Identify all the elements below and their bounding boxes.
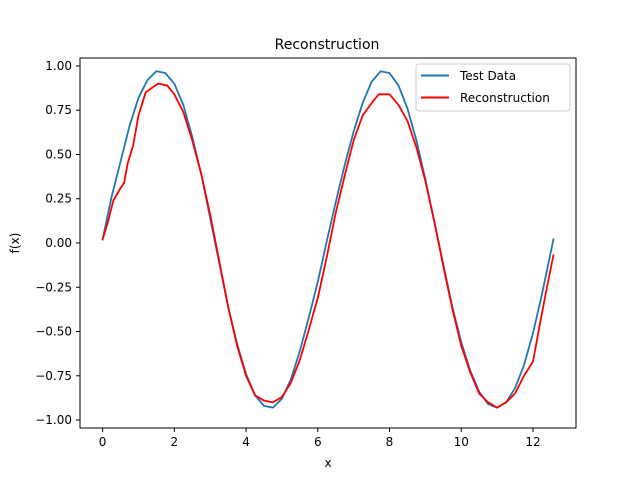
legend-label-reconstruction: Reconstruction (460, 91, 550, 105)
x-tick-label: 2 (171, 435, 179, 449)
x-axis-ticks: 0 2 4 6 8 10 12 (99, 428, 541, 449)
x-tick-label: 8 (386, 435, 394, 449)
series-line-1 (101, 82, 555, 409)
legend-box (415, 63, 571, 112)
chart-title: Reconstruction (275, 37, 380, 53)
y-tick-label: −0.25 (35, 280, 72, 294)
x-tick-label: 4 (242, 435, 250, 449)
y-axis-label: f(x) (8, 233, 22, 254)
y-tick-label: 1.00 (45, 59, 72, 73)
y-tick-label: 0.75 (45, 103, 72, 117)
y-tick-label: 0.00 (45, 236, 72, 250)
y-tick-label: 0.50 (45, 147, 72, 161)
x-axis-label: x (324, 456, 331, 470)
y-tick-label: −0.50 (35, 325, 72, 339)
legend-label-test-data: Test Data (459, 69, 516, 83)
series-layer (101, 70, 555, 409)
x-tick-label: 10 (454, 435, 469, 449)
x-tick-label: 12 (525, 435, 540, 449)
x-tick-label: 6 (314, 435, 322, 449)
x-tick-label: 0 (99, 435, 107, 449)
y-tick-label: −0.75 (35, 369, 72, 383)
legend: Test Data Reconstruction (415, 63, 571, 112)
y-tick-label: 0.25 (45, 192, 72, 206)
y-tick-label: −1.00 (35, 413, 72, 427)
y-axis-ticks: −1.00 −0.75 −0.50 −0.25 0.00 0.25 0.50 0.75 1.00 (35, 59, 80, 427)
